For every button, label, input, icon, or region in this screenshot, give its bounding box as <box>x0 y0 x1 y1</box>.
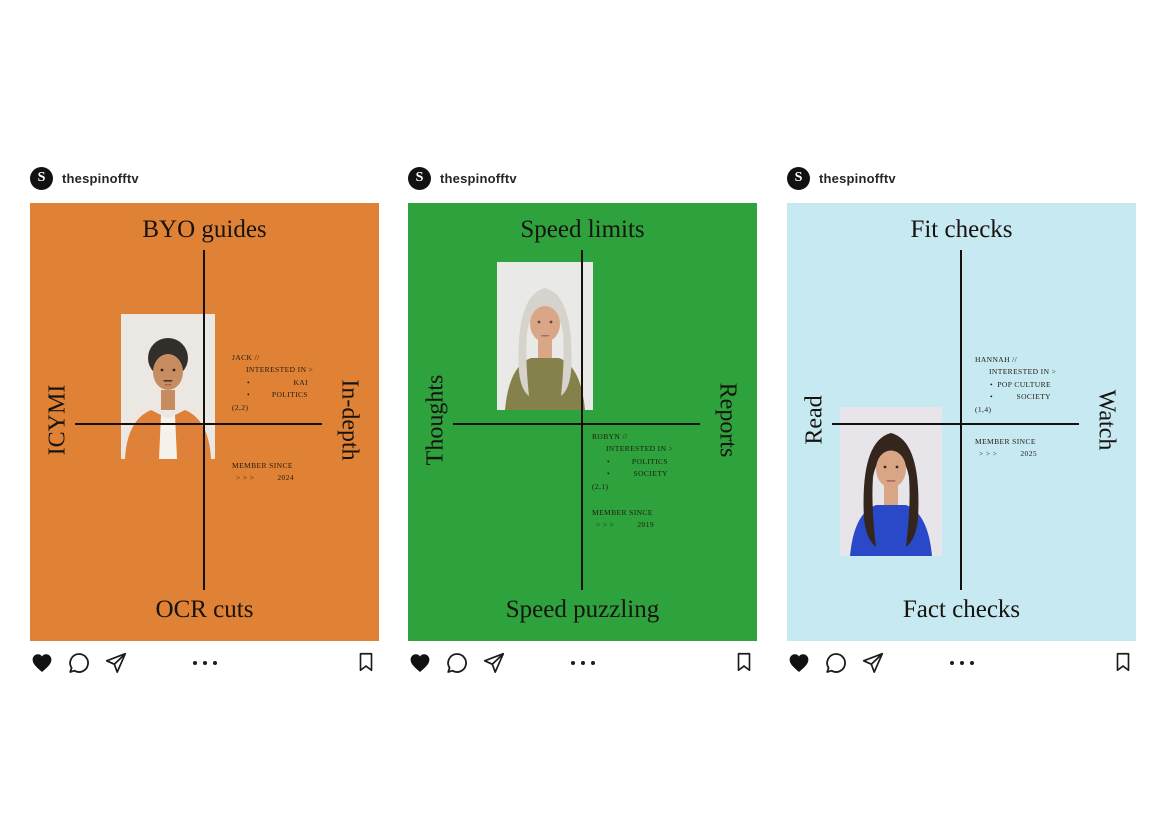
instagram-post: S thespinofftv Fit checks Fact checks Re… <box>787 166 1136 676</box>
post-header: S thespinofftv <box>787 166 1136 190</box>
like-icon[interactable] <box>30 651 54 675</box>
member-year: 2019 <box>637 520 654 530</box>
post-image[interactable]: BYO guides OCR cuts ICYMI In-depth JACK … <box>30 203 379 641</box>
member-since-label: MEMBER SINCE <box>592 508 653 517</box>
horizontal-axis-line <box>75 423 322 425</box>
portrait-photo <box>497 262 593 410</box>
quadrant-top-label: Fit checks <box>910 216 1013 243</box>
carousel-dots <box>192 661 217 665</box>
post-actions <box>787 650 1136 676</box>
bullet: • <box>247 390 251 400</box>
post-header: S thespinofftv <box>408 166 757 190</box>
member-since-block: MEMBER SINCE > > > 2019 <box>592 507 717 532</box>
quadrant-right-label: Reports <box>714 382 741 458</box>
interest-value: KAI <box>293 377 308 387</box>
member-since-row: > > > 2019 <box>592 519 654 531</box>
interest-value: POLITICS <box>631 456 668 466</box>
interest-item: • POLITICS <box>247 389 308 401</box>
account-username[interactable]: thespinofftv <box>440 170 517 186</box>
share-icon[interactable] <box>482 651 506 675</box>
interest-item: • SOCIETY <box>607 468 668 480</box>
interest-value: SOCIETY <box>633 469 668 479</box>
arrows: > > > <box>236 473 255 483</box>
like-icon[interactable] <box>408 651 432 675</box>
horizontal-axis-line <box>453 423 700 425</box>
post-actions <box>408 650 757 676</box>
account-username[interactable]: thespinofftv <box>62 170 139 186</box>
quadrant-top-label: BYO guides <box>142 216 267 243</box>
bullet: • <box>247 377 251 387</box>
member-profile-text: HANNAH // INTERESTED IN > • POP CULTURE … <box>975 354 1100 416</box>
member-year: 2025 <box>1020 449 1037 459</box>
member-since-label: MEMBER SINCE <box>232 461 293 470</box>
quadrant-top-label: Speed limits <box>520 216 645 243</box>
comment-icon[interactable] <box>824 651 848 675</box>
quadrant-bottom-label: Speed puzzling <box>505 596 660 623</box>
member-name: ROBYN // <box>592 432 628 441</box>
member-since-label: MEMBER SINCE <box>975 437 1036 446</box>
bookmark-icon[interactable] <box>355 651 377 673</box>
quadrant-coords: (2,2) <box>232 402 249 412</box>
post-image[interactable]: Speed limits Speed puzzling Thoughts Rep… <box>408 203 757 641</box>
interested-label: INTERESTED IN > <box>989 367 1057 377</box>
member-name: JACK // <box>232 353 260 362</box>
bullet: • <box>607 456 611 466</box>
vertical-axis-line <box>581 250 583 590</box>
member-profile-text: ROBYN // INTERESTED IN > • POLITICS • SO… <box>592 431 717 493</box>
post-image[interactable]: Fit checks Fact checks Read Watch HANNAH… <box>787 203 1136 641</box>
quadrant-coords: (2,1) <box>592 481 609 491</box>
vertical-axis-line <box>203 250 205 590</box>
interest-item: • SOCIETY <box>990 391 1051 403</box>
comment-icon[interactable] <box>445 651 469 675</box>
bullet: • <box>990 379 994 389</box>
interest-item: • POLITICS <box>607 456 668 468</box>
instagram-post: S thespinofftv Speed limits Speed puzzli… <box>408 166 757 676</box>
share-icon[interactable] <box>861 651 885 675</box>
bookmark-icon[interactable] <box>1112 651 1134 673</box>
quadrant-bottom-label: OCR cuts <box>155 596 254 623</box>
bullet: • <box>607 469 611 479</box>
arrows: > > > <box>979 449 998 459</box>
carousel-dots <box>570 661 595 665</box>
arrows: > > > <box>596 520 615 530</box>
quadrant-left-label: ICYMI <box>44 384 71 456</box>
share-icon[interactable] <box>104 651 128 675</box>
quadrant-left-label: Read <box>801 395 828 445</box>
comment-icon[interactable] <box>67 651 91 675</box>
horizontal-axis-line <box>832 423 1079 425</box>
avatar[interactable]: S <box>408 166 431 190</box>
avatar[interactable]: S <box>30 166 53 190</box>
post-actions <box>30 650 379 676</box>
interest-value: POP CULTURE <box>997 379 1051 389</box>
interest-value: POLITICS <box>271 390 308 400</box>
member-since-row: > > > 2024 <box>232 472 294 484</box>
member-since-block: MEMBER SINCE > > > 2025 <box>975 436 1100 461</box>
member-since-block: MEMBER SINCE > > > 2024 <box>232 460 357 485</box>
interested-label: INTERESTED IN > <box>606 444 674 454</box>
interest-value: SOCIETY <box>1016 392 1051 402</box>
interested-label: INTERESTED IN > <box>246 365 314 375</box>
quadrant-left-label: Thoughts <box>422 374 449 466</box>
member-profile-text: JACK // INTERESTED IN > • KAI • POLITICS… <box>232 352 357 414</box>
bookmark-icon[interactable] <box>733 651 755 673</box>
member-since-row: > > > 2025 <box>975 448 1037 460</box>
vertical-axis-line <box>960 250 962 590</box>
interest-item: • POP CULTURE <box>990 379 1051 391</box>
account-username[interactable]: thespinofftv <box>819 170 896 186</box>
instagram-post: S thespinofftv BYO guides OCR cuts ICYMI… <box>30 166 379 676</box>
portrait-photo <box>840 407 942 556</box>
portrait-photo <box>121 314 215 459</box>
member-name: HANNAH // <box>975 355 1018 364</box>
interest-item: • KAI <box>247 377 308 389</box>
post-header: S thespinofftv <box>30 166 379 190</box>
avatar[interactable]: S <box>787 166 810 190</box>
like-icon[interactable] <box>787 651 811 675</box>
carousel-dots <box>949 661 974 665</box>
quadrant-bottom-label: Fact checks <box>902 596 1021 623</box>
bullet: • <box>990 392 994 402</box>
quadrant-coords: (1,4) <box>975 404 992 414</box>
member-year: 2024 <box>277 473 294 483</box>
